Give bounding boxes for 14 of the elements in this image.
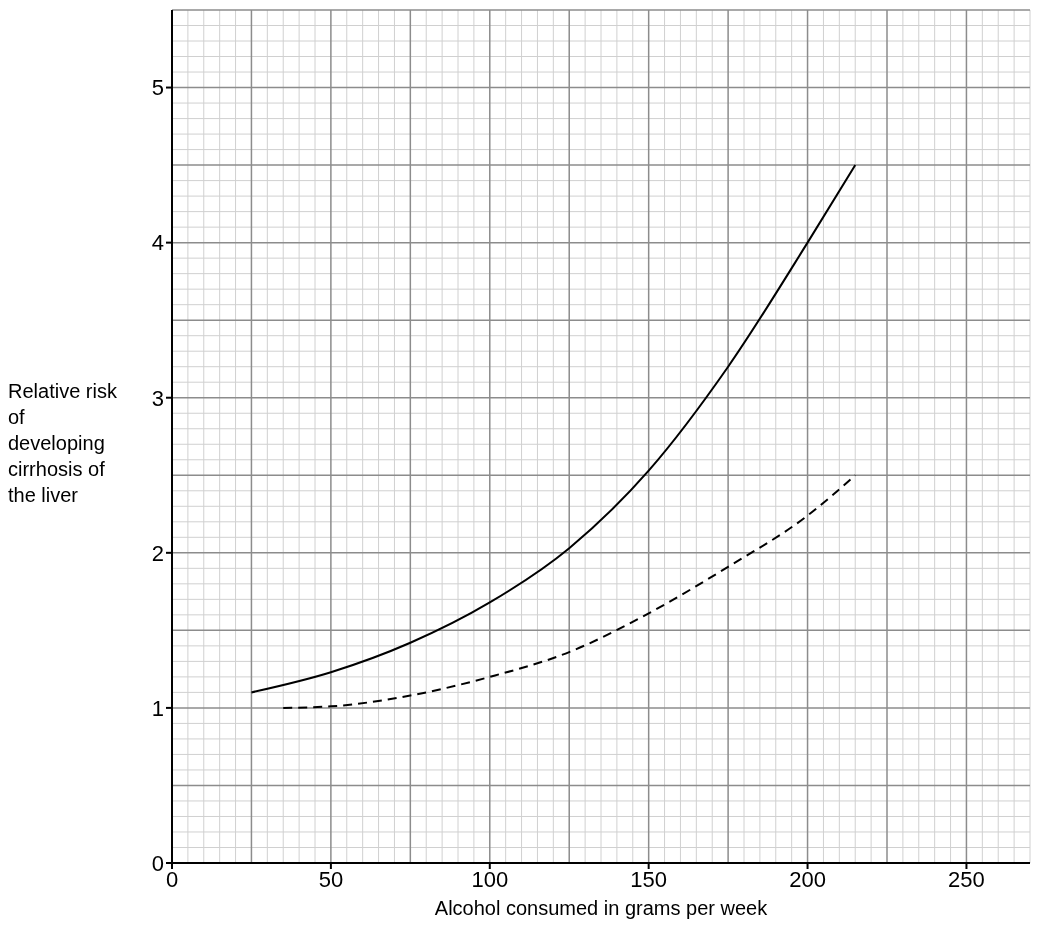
x-tick-label: 250 bbox=[948, 866, 985, 892]
x-tick-label: 150 bbox=[630, 866, 668, 892]
y-axis-title: Relative risk of developing cirrhosis of the liver bbox=[8, 379, 118, 508]
x-tick-label: 50 bbox=[318, 866, 344, 892]
line-series bbox=[250, 164, 857, 694]
x-tick-label: 200 bbox=[789, 866, 826, 892]
x-tick-label: 100 bbox=[471, 866, 509, 892]
y-tick-label: 5 bbox=[151, 75, 164, 101]
y-tick-label: 3 bbox=[151, 385, 164, 411]
y-tick-label: 4 bbox=[151, 230, 164, 256]
x-axis-title: Alcohol consumed in grams per week bbox=[434, 897, 769, 919]
y-tick-label: 2 bbox=[151, 540, 164, 566]
y-tick-label: 0 bbox=[151, 850, 164, 876]
y-tick-label: 1 bbox=[151, 695, 164, 721]
